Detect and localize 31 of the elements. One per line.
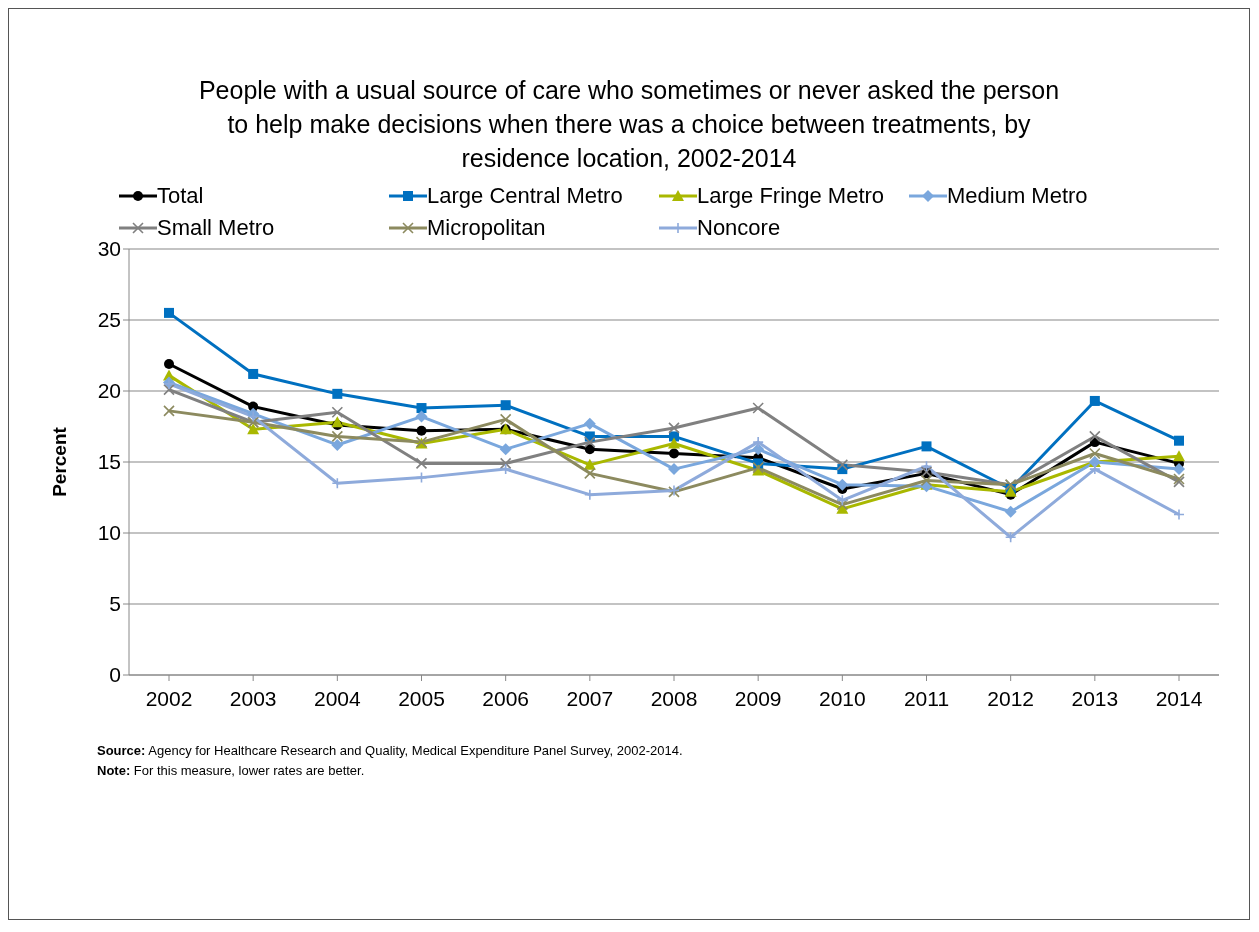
legend-label: Noncore [697,215,781,241]
x-tick-label: 2012 [987,686,1035,710]
legend-label: Medium Metro [947,183,1088,209]
x-tick-label: 2010 [818,686,866,710]
chart-title: People with a usual source of care who sometimes or never asked the person to help make decisions when there was a choice between treatments, by residence location, 2002-2014 [197,75,1061,174]
legend-label: Total [157,183,204,209]
x-tick-label: 2002 [145,686,193,710]
x-tick-label: 2014 [1155,686,1203,710]
source-note: Source: Agency for Healthcare Research and Quality, Medical Expenditure Panel Survey, 2002-2014. [97,742,684,760]
x-tick-label: 2004 [313,686,362,710]
y-tick-label: 30 [97,237,121,261]
y-tick-label: 20 [97,379,121,403]
legend-label: Small Metro [157,215,275,241]
x-tick-label: 2008 [650,686,698,710]
legend-label: Large Fringe Metro [697,183,885,209]
x-tick-label: 2006 [482,686,530,710]
y-tick-label: 5 [109,592,121,616]
legend-label: Micropolitan [427,215,546,241]
legend-label: Large Central Metro [427,183,623,209]
x-tick-label: 2009 [734,686,782,710]
x-tick-label: 2007 [566,686,614,710]
text: Note: For this measure, lower rates are better. [97,762,366,780]
y-tick-label: 15 [97,450,121,474]
y-tick-label: 0 [109,663,121,687]
x-tick-label: 2011 [903,686,950,710]
y-tick-label: 10 [97,521,121,545]
x-tick-label: 2013 [1071,686,1119,710]
y-tick-label: 25 [97,308,121,332]
x-tick-label: 2005 [398,686,445,710]
x-tick-label: 2003 [229,686,277,710]
y-axis-title: Percent [48,426,70,497]
